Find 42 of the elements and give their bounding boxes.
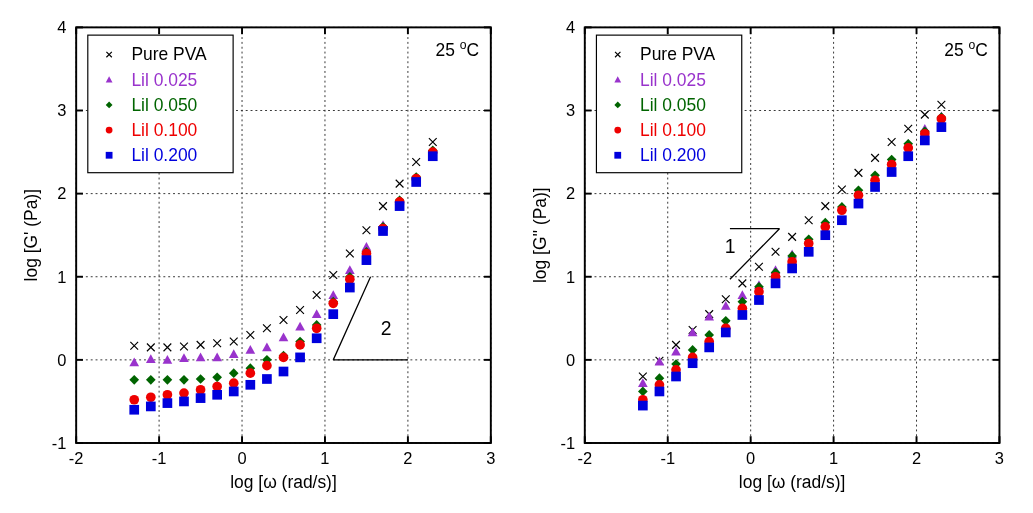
y-tick-label: 0 bbox=[565, 350, 576, 369]
y-tick-label: 3 bbox=[57, 101, 67, 120]
x-axis-title: log [ω (rad/s)] bbox=[230, 471, 337, 492]
legend-label: Lil 0.200 bbox=[640, 145, 707, 166]
y-tick-label: 3 bbox=[565, 101, 576, 120]
legend-label: Pure PVA bbox=[640, 44, 716, 65]
x-tick-label: 2 bbox=[911, 449, 922, 468]
y-tick-label: -1 bbox=[560, 433, 576, 452]
legend-label: Lil 0.050 bbox=[640, 94, 707, 115]
x-tick-label: 3 bbox=[994, 449, 1005, 468]
legend-label: Lil 0.025 bbox=[131, 69, 198, 90]
y-tick-label: 1 bbox=[565, 267, 576, 286]
x-axis-title: log [ω (rad/s)] bbox=[738, 471, 846, 492]
x-tick-label: -2 bbox=[577, 449, 593, 468]
x-tick-label: 1 bbox=[320, 449, 330, 468]
y-tick-label: 0 bbox=[57, 350, 67, 369]
x-tick-label: -1 bbox=[660, 449, 676, 468]
annotation: 25 $^{o}$C bbox=[435, 38, 480, 61]
annotation: 2 bbox=[380, 317, 392, 340]
x-tick-label: -1 bbox=[151, 449, 167, 468]
x-tick-label: 0 bbox=[746, 449, 756, 468]
x-tick-label: 3 bbox=[486, 449, 496, 468]
legend-label: Lil 0.100 bbox=[640, 119, 707, 140]
y-axis-title: log [G' (Pa)] bbox=[21, 188, 42, 282]
x-tick-label: 2 bbox=[403, 449, 413, 468]
y-tick-label: 2 bbox=[57, 184, 67, 203]
y-tick-label: -1 bbox=[51, 433, 67, 452]
annotation: 25 $^{o}$C bbox=[944, 38, 988, 61]
y-axis-title: log [G'' (Pa)] bbox=[530, 187, 551, 284]
x-tick-label: 0 bbox=[237, 449, 247, 468]
legend-label: Lil 0.200 bbox=[131, 145, 198, 166]
y-tick-label: 1 bbox=[57, 267, 67, 286]
legend-label: Lil 0.100 bbox=[131, 119, 198, 140]
y-tick-label: 4 bbox=[57, 18, 67, 37]
legend-label: Lil 0.025 bbox=[640, 69, 706, 90]
legend-label: Pure PVA bbox=[131, 44, 207, 65]
annotation: 1 bbox=[724, 235, 736, 258]
x-tick-label: 1 bbox=[829, 449, 839, 468]
legend-label: Lil 0.050 bbox=[131, 94, 198, 115]
y-tick-label: 2 bbox=[565, 184, 576, 203]
x-tick-label: -2 bbox=[68, 449, 84, 468]
y-tick-label: 4 bbox=[565, 18, 576, 37]
